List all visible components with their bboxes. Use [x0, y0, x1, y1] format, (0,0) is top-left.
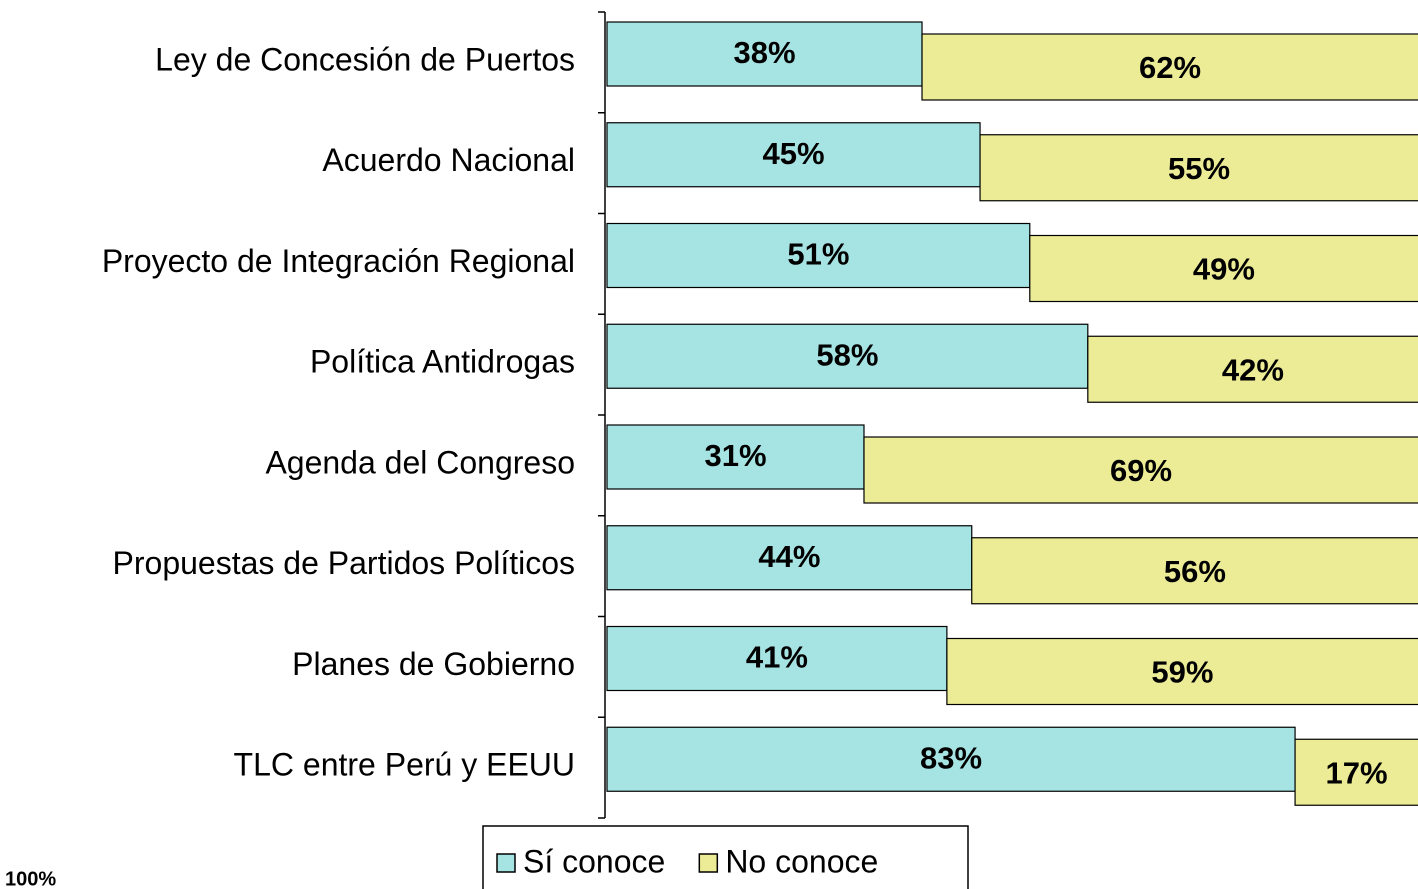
y-tick-label: Ley de Concesión de Puertos	[155, 41, 575, 77]
value-label: 58%	[816, 337, 878, 372]
y-tick-label: Política Antidrogas	[310, 344, 575, 380]
legend-label: Sí conoce	[523, 843, 665, 879]
y-tick-label: Propuestas de Partidos Políticos	[113, 545, 575, 581]
value-label: 49%	[1193, 252, 1255, 287]
value-label: 51%	[787, 237, 849, 272]
value-label: 44%	[758, 539, 820, 574]
value-label: 69%	[1110, 453, 1172, 488]
bar-segment	[1087, 335, 1418, 403]
value-label: 41%	[746, 640, 808, 675]
value-label: 38%	[733, 35, 795, 70]
legend-swatch	[496, 853, 516, 873]
annotation: 100%	[5, 868, 56, 889]
value-label: 17%	[1326, 755, 1388, 790]
bar-segment	[606, 625, 948, 692]
y-tick-label: Planes de Gobierno	[292, 646, 575, 682]
value-label: 56%	[1164, 554, 1226, 589]
bar-segment	[606, 726, 1296, 792]
value-label: 59%	[1151, 655, 1213, 690]
y-tick-label: Acuerdo Nacional	[322, 142, 575, 178]
y-tick-label: Agenda del Congreso	[265, 444, 575, 480]
bar-segment	[1029, 234, 1418, 303]
legend-label: No conoce	[725, 843, 878, 879]
bar-segment	[971, 537, 1418, 605]
value-label: 31%	[704, 438, 766, 473]
value-label: 42%	[1222, 352, 1284, 387]
bar-segment	[606, 222, 1031, 289]
legend-swatch	[698, 853, 719, 873]
value-label: 62%	[1139, 50, 1201, 85]
bar-segment	[979, 134, 1418, 202]
value-label: 83%	[920, 740, 982, 775]
bar-segment	[606, 323, 1089, 389]
y-tick-label: Proyecto de Integración Regional	[102, 243, 575, 279]
bar-segment	[1294, 738, 1418, 806]
legend-box	[482, 825, 969, 889]
bar-segment	[863, 436, 1418, 504]
bar-segment	[921, 33, 1418, 101]
y-tick-label: TLC entre Perú y EEUU	[234, 747, 575, 783]
value-label: 55%	[1168, 151, 1230, 186]
value-label: 45%	[763, 136, 825, 171]
bar-segment	[946, 637, 1418, 706]
bar-segment	[606, 525, 973, 591]
